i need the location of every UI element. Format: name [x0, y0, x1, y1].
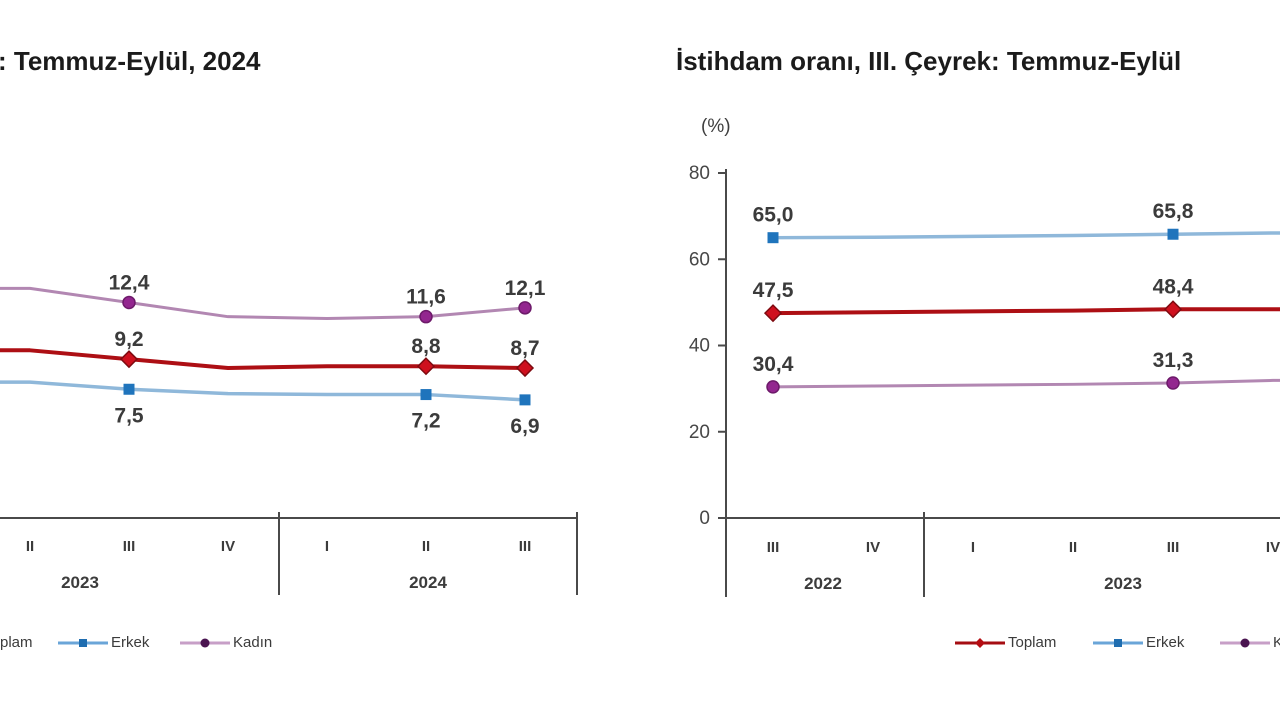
legend-label: plam: [0, 634, 33, 651]
data-label: 65,8: [1153, 200, 1194, 223]
left-chart-legend: plam Erkek Kadın: [0, 634, 1280, 658]
year-label: 2024: [409, 573, 447, 592]
left-chart-title: : Temmuz-Eylül, 2024: [0, 46, 261, 76]
y-tick-label: 0: [699, 508, 710, 529]
toplam-marker: [763, 304, 783, 323]
quarter-label: IV: [866, 539, 880, 556]
year-label: 2023: [61, 573, 99, 592]
erkek-marker: [519, 394, 531, 406]
legend-label: Erkek: [111, 634, 150, 651]
y-tick-label: 20: [689, 422, 710, 443]
erkek-marker: [123, 383, 135, 395]
legend-label: K: [1273, 634, 1280, 651]
legend-item-erkek: Erkek: [58, 634, 149, 651]
quarter-label: I: [325, 538, 329, 555]
erkek-marker: [767, 232, 779, 244]
quarter-label: IV: [1266, 539, 1280, 556]
legend-item-toplam: Toplam: [955, 634, 1056, 651]
quarter-label: III: [1167, 539, 1180, 556]
data-label: 65,0: [753, 204, 794, 227]
legend-item-kadin-partial: K: [1220, 634, 1280, 651]
year-label: 2022: [804, 574, 842, 593]
y-tick-label: 80: [689, 163, 710, 184]
quarter-label: II: [1069, 539, 1077, 556]
y-tick-label: 40: [689, 336, 710, 357]
erkek-line: [0, 380, 526, 402]
y-tick-label: 60: [689, 249, 710, 270]
kadin-marker: [419, 309, 433, 324]
erkek-line: [772, 231, 1280, 240]
kadin-marker: [122, 295, 136, 310]
quarter-label: II: [26, 538, 34, 555]
data-label: 12,1: [505, 277, 546, 300]
right-chart-legend: Toplam Erkek K: [0, 634, 1280, 658]
legend-item-erkek: Erkek: [1093, 634, 1184, 651]
legend-item-toplam-partial: plam: [0, 634, 33, 651]
toplam-marker: [119, 350, 139, 369]
data-label: 8,8: [411, 335, 441, 358]
legend-label: Erkek: [1146, 634, 1185, 651]
toplam-marker: [1163, 300, 1183, 319]
kadin-legend-swatch: [180, 638, 230, 647]
data-label: 7,5: [114, 404, 144, 427]
erkek-legend-swatch: [1093, 638, 1143, 647]
kadin-partial-legend-swatch: [1220, 638, 1270, 647]
quarter-label: III: [123, 538, 136, 555]
percent-axis-label: (%): [701, 116, 731, 137]
right-chart-title: İstihdam oranı, III. Çeyrek: Temmuz-Eylü…: [676, 46, 1182, 76]
data-label: 11,6: [406, 286, 446, 309]
toplam-legend-swatch: [955, 637, 1005, 648]
quarter-label: I: [971, 539, 975, 556]
data-label: 8,7: [510, 337, 539, 360]
kadin-marker: [1166, 376, 1180, 390]
quarter-label: III: [767, 539, 780, 556]
data-label: 47,5: [753, 279, 794, 302]
quarter-label: IV: [221, 538, 235, 555]
kadin-marker: [518, 301, 532, 315]
kadin-line: [772, 378, 1280, 389]
toplam-marker: [515, 358, 535, 378]
erkek-marker: [420, 389, 432, 401]
kadin-line: [0, 286, 526, 320]
toplam-line: [0, 348, 526, 371]
data-label: 6,9: [510, 415, 539, 438]
data-label: 12,4: [109, 272, 150, 295]
legend-label: Toplam: [1008, 634, 1057, 651]
legend-item-kadin: Kadın: [180, 634, 272, 651]
toplam-line: [772, 307, 1280, 316]
quarter-label: III: [519, 538, 532, 555]
legend-label: Kadın: [233, 634, 273, 651]
toplam-marker: [416, 357, 436, 376]
data-label: 7,2: [411, 410, 440, 433]
erkek-legend-swatch: [58, 638, 108, 647]
erkek-marker: [1167, 228, 1179, 240]
data-label: 31,3: [1153, 349, 1194, 372]
data-label: 30,4: [753, 353, 794, 376]
kadin-marker: [766, 380, 780, 394]
quarter-label: II: [422, 538, 430, 555]
data-label: 48,4: [1153, 275, 1194, 298]
data-label: 9,2: [114, 328, 143, 351]
year-label: 2023: [1104, 574, 1142, 593]
